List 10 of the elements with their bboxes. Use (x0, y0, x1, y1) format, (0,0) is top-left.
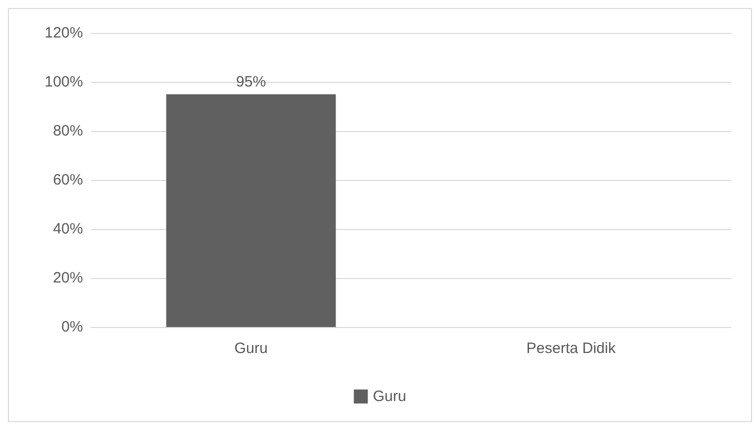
y-tick-label: 80% (52, 122, 83, 140)
x-tick-label: Peserta Didik (526, 340, 616, 357)
y-tick-label: 60% (52, 172, 83, 188)
y-tick-label: 120% (44, 24, 83, 42)
y-tick-label: 40% (52, 220, 83, 238)
y-tick-label: 100% (44, 74, 83, 90)
data-label: 95% (236, 73, 266, 90)
legend-label: Guru (372, 388, 406, 405)
y-tick-label: 20% (52, 270, 83, 286)
y-tick-label: 0% (61, 318, 83, 336)
